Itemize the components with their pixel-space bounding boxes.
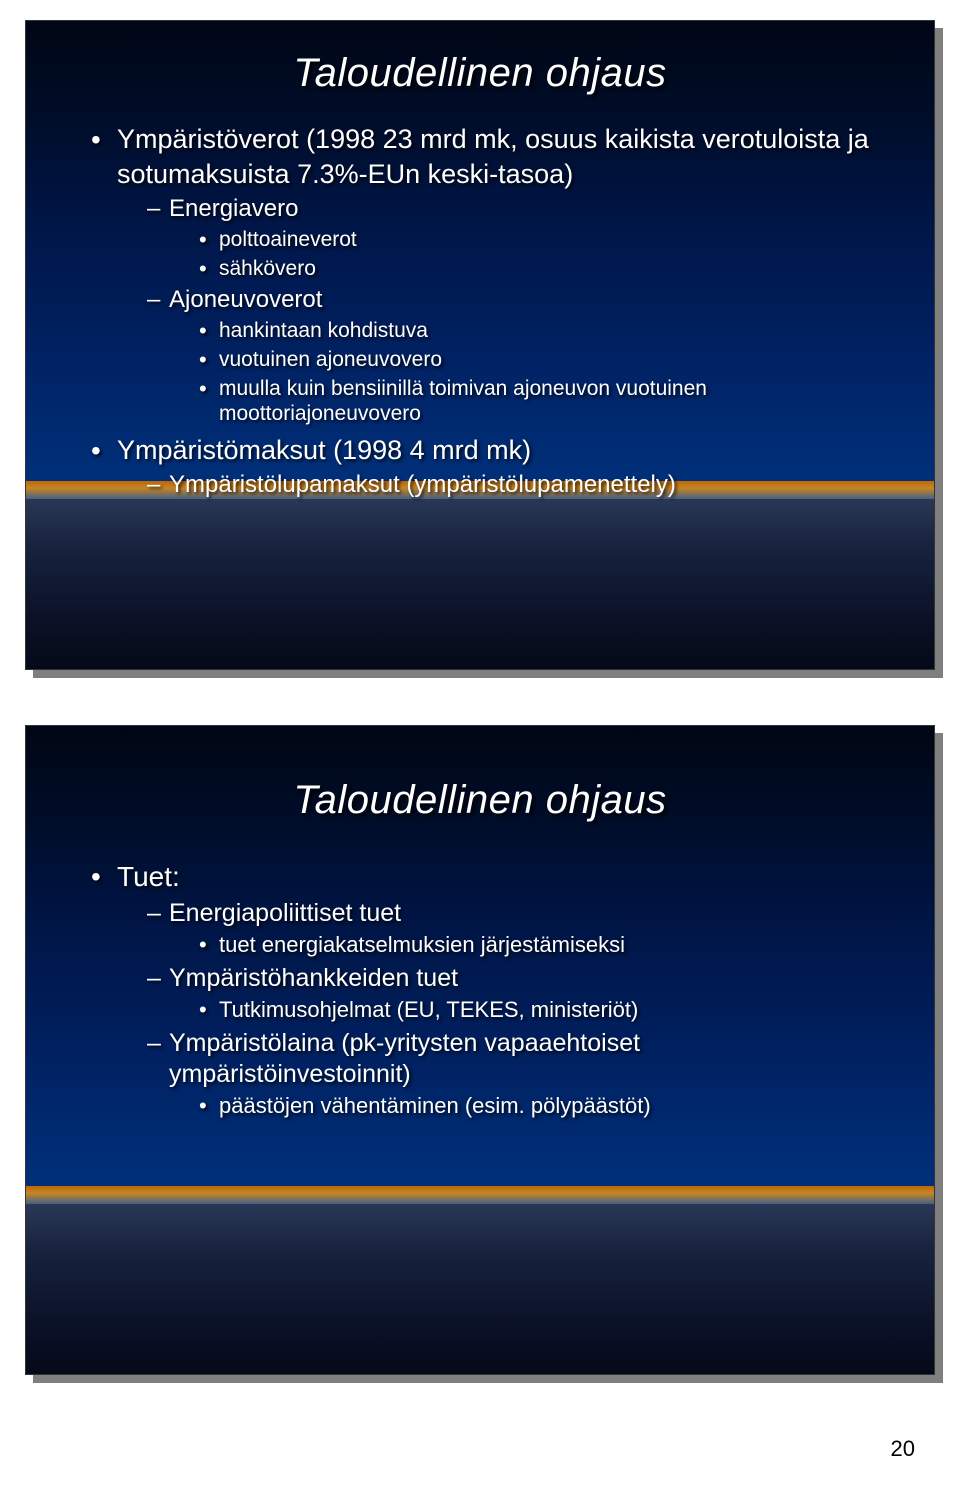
slide-2-title: Taloudellinen ohjaus — [81, 778, 879, 823]
bullet-text: Ympäristöverot (1998 23 mrd mk, osuus ka… — [117, 124, 869, 189]
slide-2: Taloudellinen ohjaus Tuet: Energiapoliit… — [25, 725, 935, 1375]
slide-1-content: Taloudellinen ohjaus Ympäristöverot (199… — [26, 21, 934, 536]
bullet-lvl1: Ympäristöverot (1998 23 mrd mk, osuus ka… — [91, 122, 879, 427]
slide-ground — [26, 1199, 934, 1374]
bullet-lvl2: Ympäristölupamaksut (ympäristölupamenett… — [147, 470, 879, 500]
bullet-lvl2: Ajoneuvoverot hankintaan kohdistuva vuot… — [147, 285, 879, 426]
sublist: Tutkimusohjelmat (EU, TEKES, ministeriöt… — [169, 997, 879, 1024]
page-container: Taloudellinen ohjaus Ympäristöverot (199… — [0, 0, 960, 1502]
bullet-text: Ympäristölaina (pk-yritysten vapaaehtois… — [169, 1029, 640, 1088]
slide-1-title: Taloudellinen ohjaus — [81, 51, 879, 96]
bullet-lvl3: muulla kuin bensiinillä toimivan ajoneuv… — [199, 376, 879, 427]
bullet-lvl3: sähkövero — [199, 256, 879, 282]
slide-horizon — [26, 1186, 934, 1204]
bullet-lvl1: Tuet: Energiapoliittiset tuet tuet energ… — [91, 859, 879, 1120]
slide-2-content: Taloudellinen ohjaus Tuet: Energiapoliit… — [26, 726, 934, 1156]
bullet-lvl3: päästöjen vähentäminen (esim. pölypäästö… — [199, 1093, 879, 1120]
bullet-text: Ympäristöhankkeiden tuet — [169, 964, 458, 992]
page-number: 20 — [25, 1430, 935, 1462]
sublist: tuet energiakatselmuksien järjestämiseks… — [169, 932, 879, 959]
sublist: Energiavero polttoaineverot sähkövero Aj… — [117, 194, 879, 427]
sublist: Energiapoliittiset tuet tuet energiakats… — [117, 898, 879, 1120]
bullet-lvl3: tuet energiakatselmuksien järjestämiseks… — [199, 932, 879, 959]
bullet-lvl2: Ympäristölaina (pk-yritysten vapaaehtois… — [147, 1028, 879, 1120]
slide-2-list: Tuet: Energiapoliittiset tuet tuet energ… — [81, 859, 879, 1120]
slide-1: Taloudellinen ohjaus Ympäristöverot (199… — [25, 20, 935, 670]
sublist: hankintaan kohdistuva vuotuinen ajoneuvo… — [169, 318, 879, 426]
slide-1-wrapper: Taloudellinen ohjaus Ympäristöverot (199… — [25, 20, 935, 670]
bullet-lvl3: polttoaineverot — [199, 227, 879, 253]
bullet-lvl3: hankintaan kohdistuva — [199, 318, 879, 344]
bullet-lvl2: Energiavero polttoaineverot sähkövero — [147, 194, 879, 281]
bullet-lvl2: Energiapoliittiset tuet tuet energiakats… — [147, 898, 879, 959]
bullet-lvl2: Ympäristöhankkeiden tuet Tutkimusohjelma… — [147, 963, 879, 1024]
sublist: Ympäristölupamaksut (ympäristölupamenett… — [117, 470, 879, 500]
bullet-text: Ympäristömaksut (1998 4 mrd mk) — [117, 435, 531, 465]
bullet-lvl1: Ympäristömaksut (1998 4 mrd mk) Ympärist… — [91, 433, 879, 501]
bullet-text: Energiapoliittiset tuet — [169, 899, 401, 927]
sublist: päästöjen vähentäminen (esim. pölypäästö… — [169, 1093, 879, 1120]
slide-1-list: Ympäristöverot (1998 23 mrd mk, osuus ka… — [81, 122, 879, 500]
bullet-lvl3: Tutkimusohjelmat (EU, TEKES, ministeriöt… — [199, 997, 879, 1024]
bullet-text: Ajoneuvoverot — [169, 286, 322, 313]
bullet-text: Energiavero — [169, 195, 298, 222]
bullet-lvl3: vuotuinen ajoneuvovero — [199, 347, 879, 373]
sublist: polttoaineverot sähkövero — [169, 227, 879, 281]
bullet-text: Tuet: — [117, 861, 180, 892]
slide-2-wrapper: Taloudellinen ohjaus Tuet: Energiapoliit… — [25, 725, 935, 1375]
